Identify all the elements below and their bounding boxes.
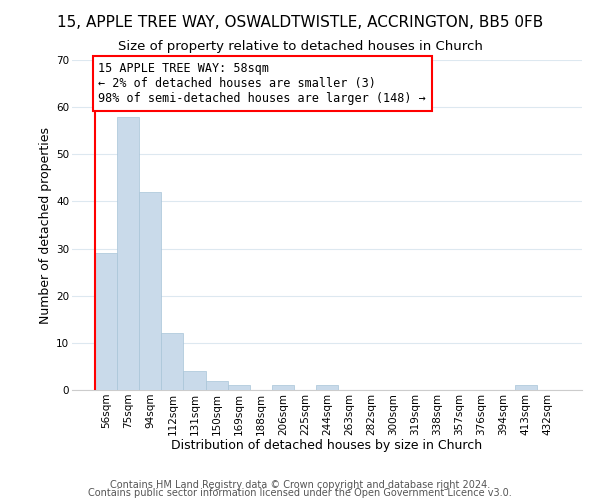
Bar: [95, 254, 117, 390]
Bar: [227, 386, 250, 390]
Bar: [316, 386, 338, 390]
Bar: [161, 334, 184, 390]
Bar: [206, 380, 227, 390]
Text: Contains public sector information licensed under the Open Government Licence v3: Contains public sector information licen…: [88, 488, 512, 498]
Bar: [117, 116, 139, 390]
X-axis label: Distribution of detached houses by size in Church: Distribution of detached houses by size …: [172, 439, 482, 452]
Bar: [272, 386, 294, 390]
Text: 15, APPLE TREE WAY, OSWALDTWISTLE, ACCRINGTON, BB5 0FB: 15, APPLE TREE WAY, OSWALDTWISTLE, ACCRI…: [57, 15, 543, 30]
Bar: [184, 371, 206, 390]
Text: 15 APPLE TREE WAY: 58sqm
← 2% of detached houses are smaller (3)
98% of semi-det: 15 APPLE TREE WAY: 58sqm ← 2% of detache…: [98, 62, 426, 106]
Y-axis label: Number of detached properties: Number of detached properties: [39, 126, 52, 324]
Text: Contains HM Land Registry data © Crown copyright and database right 2024.: Contains HM Land Registry data © Crown c…: [110, 480, 490, 490]
Text: Size of property relative to detached houses in Church: Size of property relative to detached ho…: [118, 40, 482, 53]
Bar: [139, 192, 161, 390]
Bar: [515, 386, 537, 390]
